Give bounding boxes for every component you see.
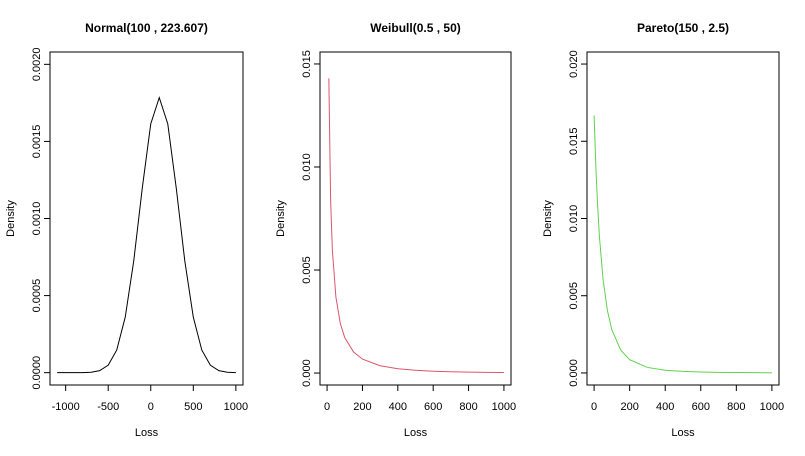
density-line bbox=[593, 115, 772, 374]
y-tick-label: 0.0000 bbox=[31, 356, 43, 390]
x-tick-label: 500 bbox=[184, 401, 202, 413]
x-tick-label: 0 bbox=[591, 401, 597, 413]
x-tick-label: 1000 bbox=[760, 401, 784, 413]
x-tick-label: -1000 bbox=[52, 401, 80, 413]
plot-box bbox=[586, 51, 780, 386]
y-tick-label: 0.015 bbox=[568, 128, 580, 156]
x-tick-label: 400 bbox=[656, 401, 674, 413]
y-tick-label: 0.015 bbox=[301, 50, 313, 78]
panel-title: Pareto(150 , 2.5) bbox=[637, 21, 729, 35]
x-tick-label: 600 bbox=[424, 401, 442, 413]
panel-title: Normal(100 , 223.607) bbox=[85, 21, 208, 35]
x-tick-label: 0 bbox=[148, 401, 154, 413]
plot-box bbox=[49, 51, 244, 386]
x-tick-label: 400 bbox=[389, 401, 407, 413]
x-axis-label: Loss bbox=[671, 427, 695, 439]
y-tick-label: 0.010 bbox=[568, 205, 580, 233]
x-tick-label: 200 bbox=[620, 401, 638, 413]
y-tick-label: 0.0005 bbox=[31, 279, 43, 313]
x-tick-label: 1000 bbox=[224, 401, 248, 413]
plot-box bbox=[319, 51, 512, 386]
y-axis-label: Density bbox=[5, 200, 17, 237]
x-tick-label: 800 bbox=[459, 401, 477, 413]
y-tick-label: 0.0020 bbox=[31, 48, 43, 82]
x-tick-label: 0 bbox=[324, 401, 330, 413]
y-tick-label: 0.010 bbox=[301, 153, 313, 181]
y-tick-label: 0.000 bbox=[301, 359, 313, 387]
x-tick-label: 200 bbox=[353, 401, 371, 413]
x-tick-label: -500 bbox=[97, 401, 119, 413]
x-tick-label: 1000 bbox=[492, 401, 516, 413]
y-tick-label: 0.005 bbox=[568, 282, 580, 310]
y-tick-label: 0.020 bbox=[568, 50, 580, 78]
x-tick-label: 600 bbox=[692, 401, 710, 413]
y-tick-label: 0.0010 bbox=[31, 202, 43, 236]
y-axis-label: Density bbox=[275, 200, 287, 237]
y-axis-label: Density bbox=[542, 200, 554, 237]
y-tick-label: 0.000 bbox=[568, 359, 580, 387]
density-line bbox=[328, 78, 504, 374]
x-axis-label: Loss bbox=[404, 427, 428, 439]
x-tick-label: 800 bbox=[727, 401, 745, 413]
y-tick-label: 0.005 bbox=[301, 256, 313, 284]
x-axis-label: Loss bbox=[135, 427, 159, 439]
panel-title: Weibull(0.5 , 50) bbox=[370, 21, 460, 35]
density-line bbox=[57, 96, 236, 374]
y-tick-label: 0.0015 bbox=[31, 125, 43, 159]
